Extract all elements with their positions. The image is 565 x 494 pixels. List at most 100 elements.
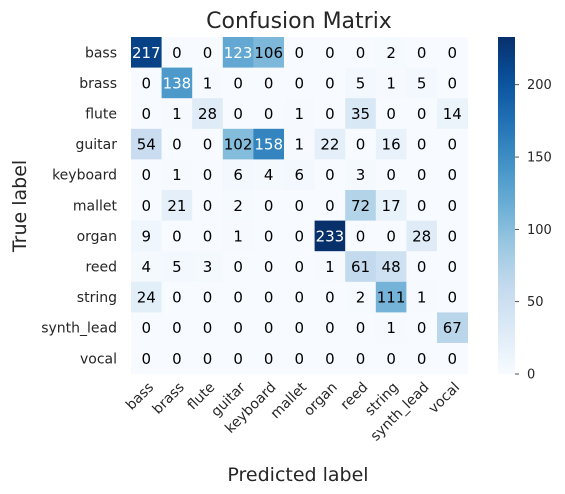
cell-value: 1 <box>203 74 213 92</box>
cell-value: 0 <box>295 197 305 215</box>
cell-mallet-string <box>375 190 407 221</box>
cell-value: 0 <box>264 289 274 307</box>
cell-reed-flute <box>192 251 224 283</box>
cell-synth_lead-bass <box>131 312 162 344</box>
y-axis-label: True label <box>9 160 31 253</box>
cell-brass-brass <box>161 67 193 99</box>
cell-value: 0 <box>264 227 274 245</box>
cell-value: 0 <box>142 74 152 92</box>
cell-mallet-keyboard <box>253 190 285 221</box>
cell-bass-flute <box>192 37 224 68</box>
cell-string-flute <box>192 281 224 313</box>
cell-value: 0 <box>417 44 427 62</box>
cell-value: 4 <box>264 166 274 184</box>
cell-bass-bass <box>131 37 162 68</box>
cell-value: 0 <box>295 74 305 92</box>
cell-value: 0 <box>448 227 458 245</box>
cell-value: 123 <box>224 44 253 62</box>
cell-value: 0 <box>203 166 213 184</box>
cell-keyboard-flute <box>192 159 224 191</box>
cell-vocal-flute <box>192 343 224 374</box>
cell-value: 0 <box>448 74 458 92</box>
cell-value: 0 <box>325 350 335 368</box>
cell-flute-keyboard <box>253 98 285 130</box>
cell-value: 0 <box>203 44 213 62</box>
cell-guitar-organ <box>314 128 346 160</box>
cell-mallet-bass <box>131 190 162 221</box>
cell-string-mallet <box>284 281 315 313</box>
cell-guitar-vocal <box>437 128 468 160</box>
cell-guitar-brass <box>161 128 193 160</box>
cell-value: 0 <box>203 289 213 307</box>
cell-value: 2 <box>356 289 366 307</box>
cell-value: 3 <box>356 166 366 184</box>
cell-flute-reed <box>345 98 377 130</box>
cell-value: 0 <box>172 136 182 154</box>
colorbar-tick-label: 200 <box>527 78 552 93</box>
cell-bass-keyboard <box>253 37 285 68</box>
cell-string-vocal <box>437 281 468 313</box>
cell-value: 0 <box>203 319 213 337</box>
cell-value: 0 <box>142 319 152 337</box>
cell-value: 1 <box>325 258 335 276</box>
cell-value: 0 <box>233 350 243 368</box>
cell-value: 28 <box>198 105 217 123</box>
cell-reed-reed <box>345 251 377 283</box>
cell-value: 28 <box>412 227 431 245</box>
cell-organ-reed <box>345 220 377 252</box>
colorbar-tick-label: 100 <box>527 223 552 238</box>
cell-value: 0 <box>203 197 213 215</box>
cell-reed-guitar <box>222 251 254 283</box>
cell-value: 22 <box>320 136 339 154</box>
cell-brass-flute <box>192 67 224 99</box>
cell-value-labels: 217 0 0 123 106 0 0 0 2 0 00 138 1 0 0 0 0 5 1 5 00 1 28 0 0 1 0 35… <box>132 44 462 368</box>
cell-value: 1 <box>172 166 182 184</box>
cell-value: 0 <box>264 319 274 337</box>
cell-flute-flute <box>192 98 224 130</box>
y-tick-brass: brass <box>79 76 117 92</box>
cell-value: 1 <box>233 227 243 245</box>
cell-organ-string <box>375 220 407 252</box>
cell-value: 0 <box>356 227 366 245</box>
cell-value: 0 <box>325 74 335 92</box>
cell-organ-flute <box>192 220 224 252</box>
cell-keyboard-bass <box>131 159 162 191</box>
colorbar-tick-label: 50 <box>527 295 544 310</box>
chart-title: Confusion Matrix <box>206 9 392 34</box>
cell-value: 54 <box>137 136 156 154</box>
cell-reed-synth_lead <box>406 251 438 283</box>
cell-value: 0 <box>325 289 335 307</box>
cell-keyboard-keyboard <box>253 159 285 191</box>
cell-value: 0 <box>142 197 152 215</box>
cell-reed-vocal <box>437 251 468 283</box>
cell-keyboard-vocal <box>437 159 468 191</box>
cell-value: 0 <box>325 166 335 184</box>
cell-value: 0 <box>448 166 458 184</box>
x-tick-organ: organ <box>301 380 341 420</box>
x-tick-brass: brass <box>150 380 188 418</box>
cell-value: 0 <box>417 319 427 337</box>
cell-keyboard-organ <box>314 159 346 191</box>
cell-value: 0 <box>448 258 458 276</box>
cell-value: 102 <box>224 136 253 154</box>
y-tick-vocal: vocal <box>80 351 117 367</box>
cell-brass-vocal <box>437 67 468 99</box>
cell-value: 67 <box>443 319 462 337</box>
cell-mallet-organ <box>314 190 346 221</box>
cell-value: 0 <box>264 74 274 92</box>
cell-bass-vocal <box>437 37 468 68</box>
cell-flute-mallet <box>284 98 315 130</box>
cell-brass-organ <box>314 67 346 99</box>
x-tick-vocal: vocal <box>426 380 463 417</box>
cell-value: 0 <box>264 350 274 368</box>
cell-value: 0 <box>233 258 243 276</box>
cell-value: 9 <box>142 227 152 245</box>
cell-value: 48 <box>382 258 401 276</box>
cell-value: 0 <box>356 44 366 62</box>
cell-vocal-bass <box>131 343 162 374</box>
cell-synth_lead-keyboard <box>253 312 285 344</box>
cell-value: 0 <box>295 258 305 276</box>
cell-mallet-guitar <box>222 190 254 221</box>
y-tick-mallet: mallet <box>73 198 118 214</box>
cell-value: 0 <box>417 197 427 215</box>
